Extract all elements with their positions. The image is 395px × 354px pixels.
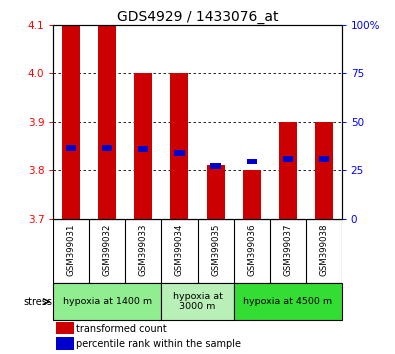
- Bar: [162, 283, 233, 320]
- Bar: [53, 283, 162, 320]
- Bar: [246, 159, 257, 164]
- Bar: [98, 25, 117, 219]
- Bar: [66, 145, 76, 151]
- Text: hypoxia at 4500 m: hypoxia at 4500 m: [243, 297, 332, 306]
- Text: GSM399038: GSM399038: [319, 223, 328, 276]
- Text: GSM399034: GSM399034: [175, 223, 184, 276]
- Text: transformed count: transformed count: [76, 324, 167, 333]
- Text: hypoxia at 1400 m: hypoxia at 1400 m: [63, 297, 152, 306]
- Text: GSM399033: GSM399033: [139, 223, 148, 276]
- Bar: [62, 25, 80, 219]
- Text: stress: stress: [24, 297, 53, 307]
- Text: GSM399035: GSM399035: [211, 223, 220, 276]
- Bar: [278, 122, 297, 219]
- Bar: [243, 170, 261, 219]
- Bar: [319, 156, 329, 162]
- Bar: [134, 73, 152, 219]
- Bar: [233, 283, 342, 320]
- Bar: [56, 322, 74, 335]
- Title: GDS4929 / 1433076_at: GDS4929 / 1433076_at: [117, 10, 278, 24]
- Text: GSM399037: GSM399037: [283, 223, 292, 276]
- Text: percentile rank within the sample: percentile rank within the sample: [76, 338, 241, 348]
- Bar: [211, 164, 220, 169]
- Bar: [56, 337, 74, 350]
- Bar: [138, 147, 149, 152]
- Bar: [315, 122, 333, 219]
- Bar: [175, 150, 184, 156]
- Text: GSM399036: GSM399036: [247, 223, 256, 276]
- Text: GSM399031: GSM399031: [67, 223, 76, 276]
- Text: GSM399032: GSM399032: [103, 223, 112, 276]
- Bar: [102, 145, 113, 151]
- Bar: [207, 165, 224, 219]
- Text: hypoxia at
3000 m: hypoxia at 3000 m: [173, 292, 222, 311]
- Bar: [171, 73, 188, 219]
- Bar: [282, 156, 293, 162]
